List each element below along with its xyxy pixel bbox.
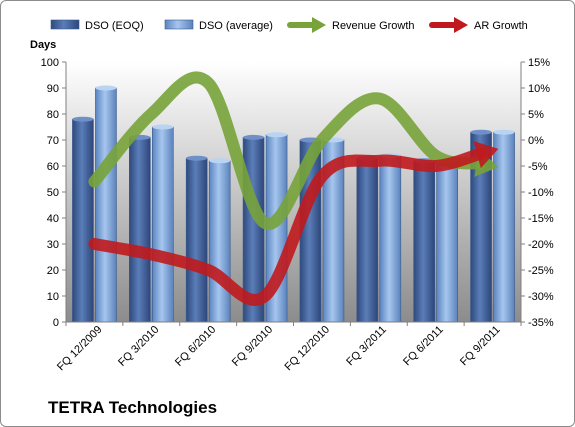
left-tick-label-5: 50 [47,187,59,199]
legend-swatch-dso-average [164,19,194,30]
bar-cap-dso-average-7 [493,129,515,135]
x-tick-label-6: FQ 6/2011 [401,324,446,369]
legend-arrow-revenue-growth [312,17,326,33]
bar-dso-average-5 [379,155,402,323]
x-tick-label-4: FQ 12/2010 [282,324,332,374]
bar-cap-dso-eoq-3 [243,134,265,140]
legend-swatch-dso-eoq [50,19,80,30]
left-tick-label-8: 80 [47,109,59,121]
right-tick-label-3: -20% [528,239,554,251]
right-tick-label-8: 5% [528,109,544,121]
legend-label-dso-average: DSO (average) [199,20,273,32]
left-axis-title: Days [30,39,57,51]
right-tick-label-0: -35% [528,317,554,329]
left-tick-label-10: 100 [41,57,59,69]
bar-cap-dso-average-1 [152,124,174,130]
legend-label-revenue-growth: Revenue Growth [332,20,415,32]
bar-cap-dso-eoq-7 [470,129,492,135]
bar-dso-average-1 [152,126,174,323]
right-tick-label-6: -5% [528,161,548,173]
right-tick-label-9: 10% [528,83,550,95]
left-tick-label-9: 90 [47,83,59,95]
right-tick-label-4: -15% [528,213,554,225]
right-tick-label-5: -10% [528,187,554,199]
legend-label-dso-eoq: DSO (EOQ) [85,20,144,32]
left-tick-label-2: 20 [47,265,59,277]
legend-arrow-ar-growth [454,17,468,33]
bar-dso-eoq-0 [72,118,94,323]
line-ar-growth [88,147,486,306]
left-tick-label-4: 40 [47,213,59,225]
x-tick-label-2: FQ 6/2010 [173,324,218,369]
bar-cap-dso-average-3 [266,132,288,138]
x-tick-label-7: FQ 9/2011 [458,324,503,369]
company-title: TETRA Technologies [48,398,218,417]
left-tick-label-0: 0 [53,317,59,329]
bar-dso-average-2 [208,160,231,323]
right-tick-label-7: 0% [528,135,544,147]
bar-cap-dso-average-0 [95,85,117,91]
left-tick-label-6: 60 [47,161,59,173]
legend-label-ar-growth: AR Growth [474,20,528,32]
left-tick-label-3: 30 [47,239,59,251]
x-tick-label-1: FQ 3/2010 [116,324,161,369]
left-tick-label-7: 70 [47,135,59,147]
right-tick-label-10: 15% [528,57,550,69]
bar-dso-eoq-1 [129,137,151,323]
bar-cap-dso-eoq-2 [186,155,208,161]
left-tick-label-1: 10 [47,291,59,303]
x-tick-label-5: FQ 3/2011 [344,324,389,369]
bar-cap-dso-eoq-0 [72,116,94,122]
bar-dso-eoq-6 [413,160,435,323]
bar-dso-eoq-2 [185,157,208,323]
bar-dso-eoq-5 [356,157,379,323]
x-tick-label-3: FQ 9/2010 [230,324,275,369]
bar-dso-average-0 [95,87,117,323]
bar-dso-average-6 [436,160,458,323]
right-tick-label-2: -25% [528,265,554,277]
bar-cap-dso-average-2 [209,158,231,164]
bar-dso-average-7 [493,131,515,323]
right-tick-label-1: -30% [528,291,554,303]
x-tick-label-0: FQ 12/2009 [55,324,105,374]
line-revenue-growth [88,71,486,230]
arrow-head-ar-growth [473,141,499,169]
